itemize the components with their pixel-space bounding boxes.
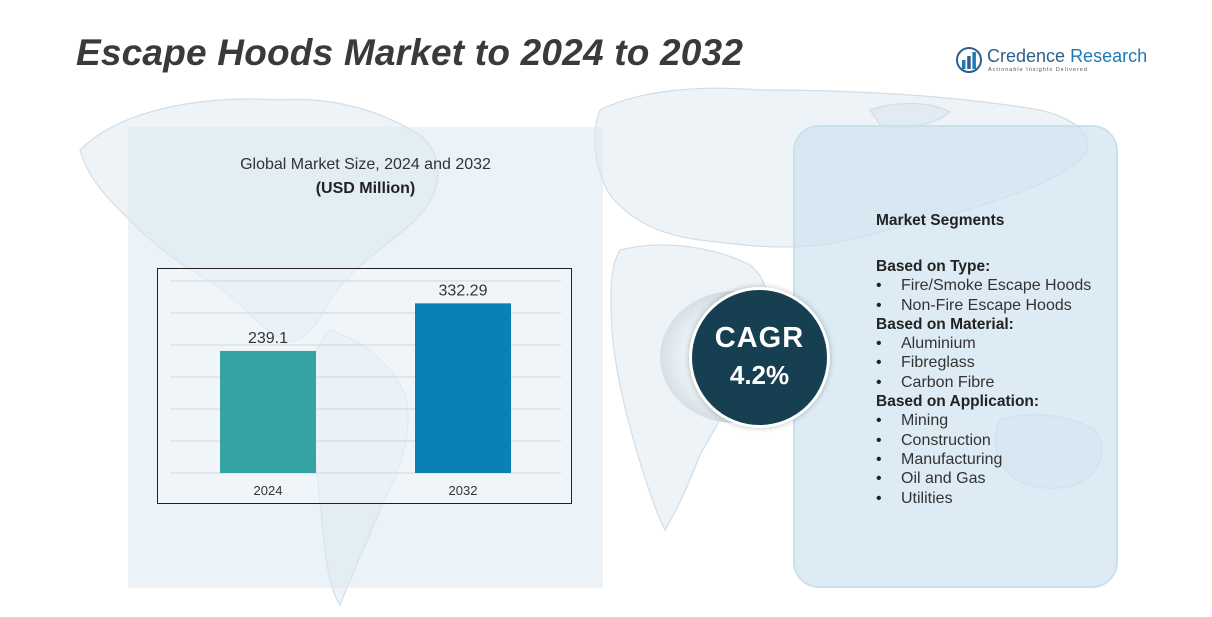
chart-subheading: (USD Million) <box>315 180 416 197</box>
chart-panel <box>128 127 603 588</box>
data-label-2032: 332.29 <box>439 282 488 299</box>
cagr-badge <box>689 287 830 428</box>
segment-group-title: Based on Material: <box>876 315 1014 333</box>
segments-title: Market Segments <box>876 212 1005 229</box>
bar-chart: 239.1 2024 332.29 2032 <box>157 268 572 504</box>
segment-item: Oil and Gas <box>876 469 1136 489</box>
chart-heading: Global Market Size, 2024 and 2032 <box>240 156 491 173</box>
market-segments: Market Segments Based on Type: Fire/Smok… <box>876 210 1136 508</box>
segment-list: Aluminium Fibreglass Carbon Fibre <box>876 334 1136 392</box>
logo-tagline: Actionable Insights Delivered <box>988 67 1088 73</box>
segment-list: Fire/Smoke Escape Hoods Non-Fire Escape … <box>876 276 1136 315</box>
segment-item: Utilities <box>876 489 1136 509</box>
x-tick-label-2024: 2024 <box>254 483 283 498</box>
segment-item: Fibreglass <box>876 353 1136 373</box>
data-label-2024: 239.1 <box>248 330 288 347</box>
segment-item: Construction <box>876 431 1136 451</box>
bar-chart-svg: 239.1 2024 332.29 2032 <box>170 280 561 498</box>
cagr-label: CAGR <box>714 322 805 354</box>
credence-research-logo: Credence Research Actionable Insights De… <box>955 44 1147 78</box>
bar-2024 <box>220 350 316 473</box>
x-tick-label-2032: 2032 <box>449 483 478 498</box>
segment-item: Carbon Fibre <box>876 373 1136 393</box>
segment-group-title: Based on Application: <box>876 393 1040 411</box>
segment-item: Mining <box>876 411 1136 431</box>
segment-item: Manufacturing <box>876 450 1136 470</box>
page-title: Escape Hoods Market to 2024 to 2032 <box>76 32 744 73</box>
segment-list: Mining Construction Manufacturing Oil an… <box>876 411 1136 509</box>
logo-name-part1: Credence <box>987 46 1066 66</box>
bar-chart-globe-icon <box>956 47 982 73</box>
logo-name-part2: Research <box>1070 46 1148 66</box>
segment-item: Fire/Smoke Escape Hoods <box>876 276 1136 296</box>
logo-name: Credence Research <box>987 46 1147 67</box>
segment-item: Aluminium <box>876 334 1136 354</box>
bar-2032 <box>415 303 511 473</box>
segment-group-title: Based on Type: <box>876 258 991 275</box>
segment-item: Non-Fire Escape Hoods <box>876 296 1136 316</box>
cagr-value: 4.2% <box>729 360 790 390</box>
